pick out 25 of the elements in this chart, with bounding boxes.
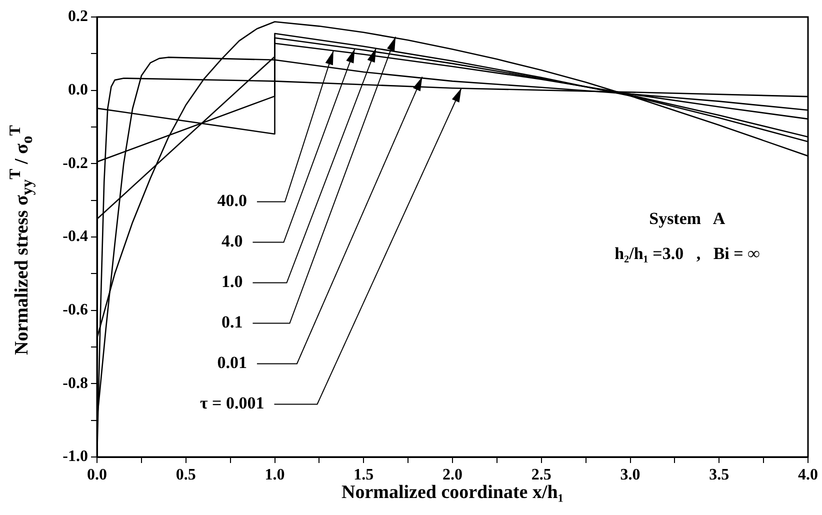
y-tick-label: -0.8 <box>62 374 88 392</box>
y-tick-label: -0.6 <box>62 301 88 318</box>
x-tick-label: 4.0 <box>798 466 818 484</box>
x-axis-title: Normalized coordinate x/h₁ <box>340 482 565 504</box>
annotation: τ = 0.001 <box>200 394 264 413</box>
y-tick-label: 0.0 <box>68 81 88 98</box>
annotation: 0.01 <box>217 353 247 372</box>
y-tick-label: -1.0 <box>62 448 88 466</box>
y-tick-label: -0.2 <box>62 154 88 172</box>
annotation: 1.0 <box>221 272 243 292</box>
annotation: System A <box>649 208 726 228</box>
annotation: 4.0 <box>221 232 243 251</box>
x-tick-label: 1.5 <box>354 466 374 484</box>
x-tick-label: 1.0 <box>264 466 285 484</box>
x-tick-label: 0.5 <box>176 466 196 484</box>
y-tick-label: 0.2 <box>68 8 88 26</box>
x-tick-label: 2.0 <box>442 466 462 484</box>
annotation: h₂/h₁ =3.0 , Bi = ∞ <box>614 244 760 263</box>
x-tick-label: 2.5 <box>531 466 552 484</box>
annotation: 0.1 <box>221 312 243 332</box>
x-tick-label: 0.0 <box>87 466 107 484</box>
x-tick-label: 3.5 <box>709 466 730 484</box>
y-tick-label: -0.4 <box>62 228 88 246</box>
x-tick-label: 3.0 <box>620 466 640 484</box>
annotation: 40.0 <box>217 191 247 210</box>
